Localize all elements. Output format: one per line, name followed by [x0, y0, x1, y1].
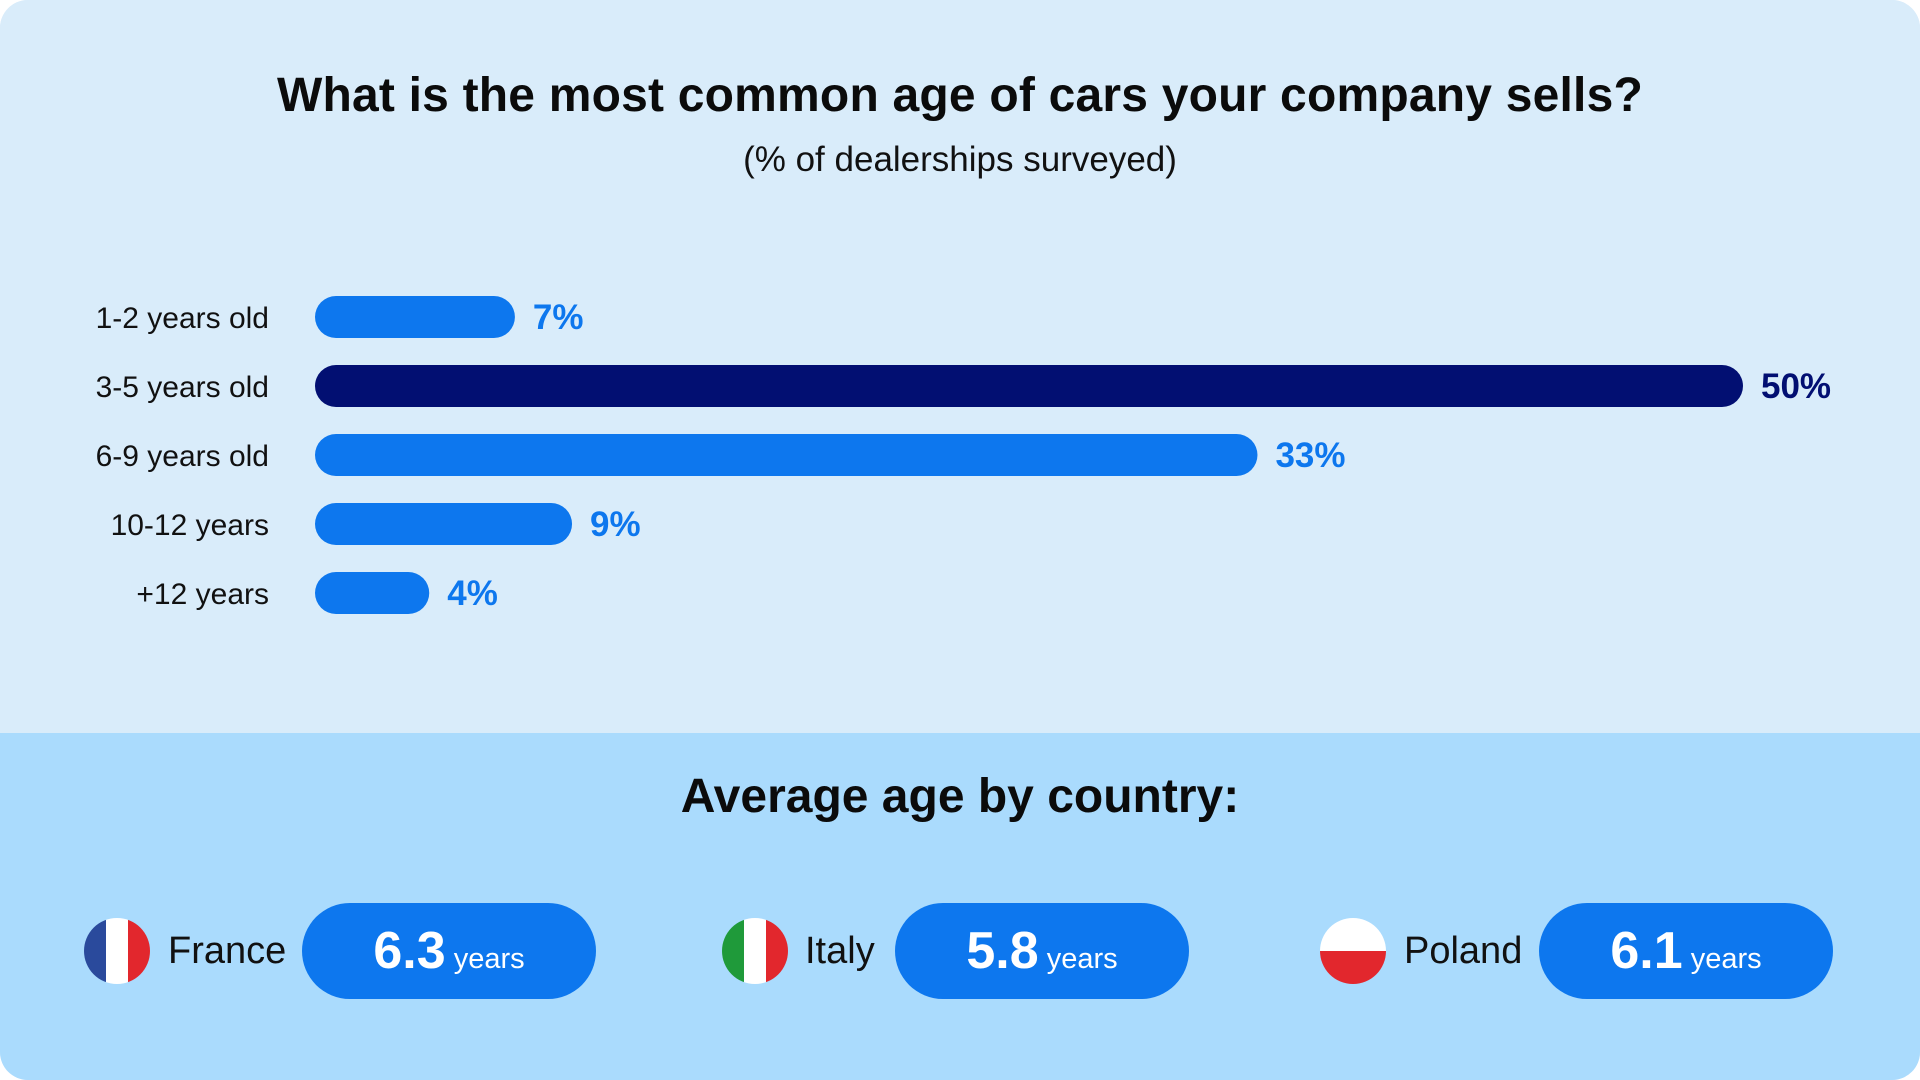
country-age-unit: years [1690, 943, 1762, 975]
category-label: 6-9 years old [96, 440, 269, 473]
country-age-badge: 6.3 years [302, 903, 596, 999]
value-label: 50% [1761, 367, 1831, 406]
bar [315, 365, 1743, 407]
poland-flag-icon [1320, 918, 1386, 984]
country-name: Italy [805, 930, 875, 972]
country-panel: Average age by country: France 6.3 years … [0, 733, 1920, 1080]
country-age-badge: 5.8 years [895, 903, 1189, 999]
country-france: France 6.3 years [84, 903, 604, 999]
country-name: France [168, 930, 287, 972]
category-label: 3-5 years old [96, 371, 269, 404]
italy-flag-red [766, 918, 788, 984]
country-age-value: 5.8 [966, 922, 1039, 980]
country-age-value: 6.1 [1610, 922, 1683, 980]
chart-subtitle: (% of dealerships surveyed) [743, 140, 1177, 179]
poland-flag-red [1320, 951, 1386, 984]
france-flag-white [106, 918, 128, 984]
poland-flag-white [1320, 918, 1386, 951]
france-flag-red [128, 918, 150, 984]
italy-flag-icon [722, 918, 788, 984]
country-age-badge: 6.1 years [1539, 903, 1833, 999]
chart-title: What is the most common age of cars your… [277, 69, 1643, 122]
bar [315, 434, 1258, 476]
value-label: 7% [533, 298, 584, 337]
bar-chart: 1-2 years old 7% 3-5 years old 50% 6-9 years… [96, 296, 1831, 614]
country-age-unit: years [453, 943, 525, 975]
bar [315, 503, 573, 545]
bar [315, 296, 515, 338]
bar [315, 572, 430, 614]
value-label: 9% [590, 505, 641, 544]
country-heading: Average age by country: [680, 770, 1240, 823]
italy-flag-white [744, 918, 766, 984]
category-label: +12 years [136, 578, 269, 611]
italy-flag-green [722, 918, 744, 984]
france-flag-icon [84, 918, 150, 984]
country-age-unit: years [1046, 943, 1118, 975]
country-name: Poland [1404, 930, 1523, 972]
chart-panel: What is the most common age of cars your… [95, 69, 1832, 614]
country-poland: Poland 6.1 years [1320, 903, 1840, 999]
country-italy: Italy 5.8 years [722, 903, 1192, 999]
category-label: 1-2 years old [96, 302, 269, 335]
value-label: 33% [1275, 436, 1345, 475]
category-label: 10-12 years [111, 509, 269, 542]
country-age-value: 6.3 [373, 922, 446, 980]
value-label: 4% [447, 574, 498, 613]
france-flag-blue [84, 918, 106, 984]
